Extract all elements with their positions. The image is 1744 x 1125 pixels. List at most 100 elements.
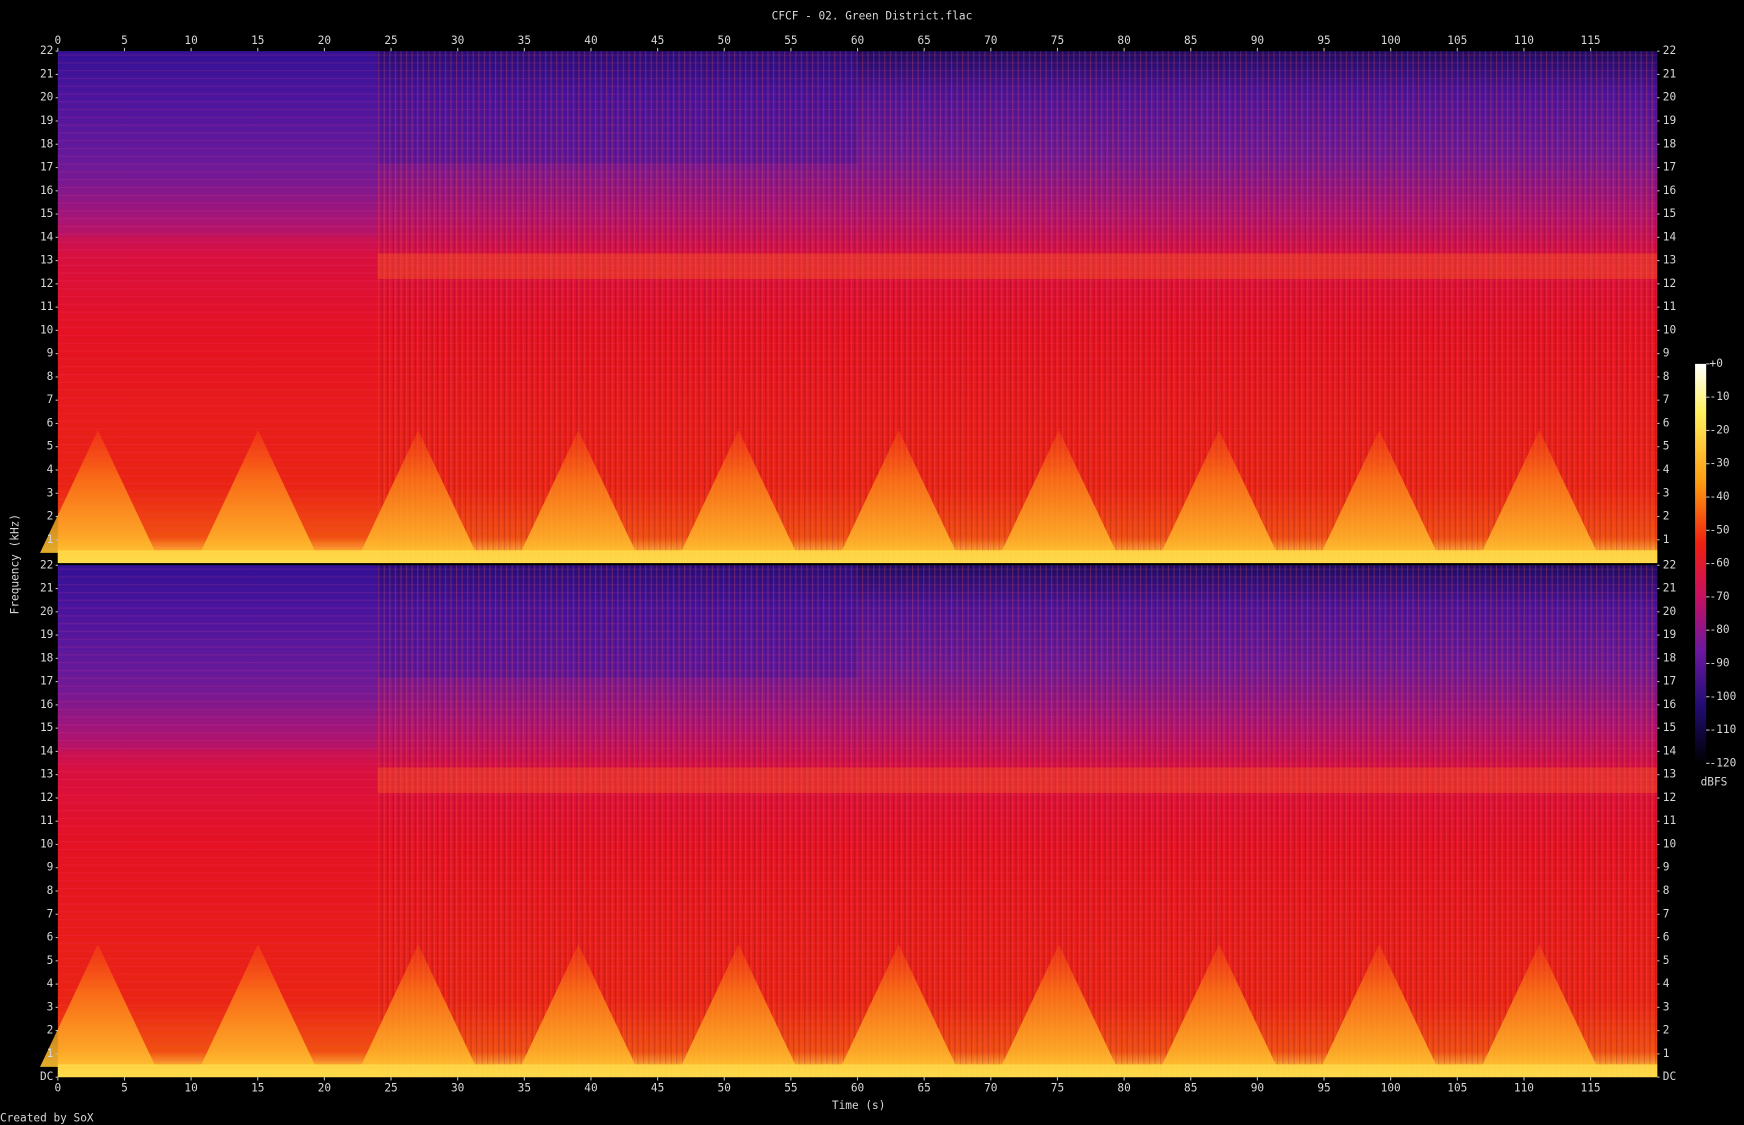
- y-tick-label: 2: [47, 510, 54, 523]
- x-tick-label: 10: [184, 1081, 197, 1094]
- x-tick-label: 0: [54, 34, 61, 47]
- spectrum-peak: [840, 944, 957, 1067]
- y-tick-label-right: 20: [1663, 605, 1676, 618]
- x-tick-label: 105: [1447, 1081, 1467, 1094]
- y-tick-label-right: 9: [1663, 861, 1670, 874]
- colorbar-label: dBFS: [1701, 775, 1728, 788]
- spectrum-band: [377, 767, 1658, 794]
- y-tick-label: 1: [47, 1047, 54, 1060]
- spectrum-low-band: [57, 550, 1658, 564]
- y-tick-label: 12: [40, 791, 53, 804]
- x-tick-label: 80: [1117, 34, 1130, 47]
- y-tick-label: 17: [40, 161, 53, 174]
- y-tick-label: 13: [40, 768, 53, 781]
- y-tick-label-right: 13: [1663, 768, 1676, 781]
- y-tick-label: 11: [40, 300, 53, 313]
- x-tick-label: 45: [651, 1081, 664, 1094]
- x-tick-label: 55: [784, 34, 797, 47]
- colorbar-tick-label: -120: [1710, 756, 1737, 769]
- spectrum-peak: [1321, 944, 1438, 1067]
- x-tick-label: 35: [518, 1081, 531, 1094]
- spectrum-peak: [1481, 944, 1598, 1067]
- y-tick-label: 4: [47, 463, 54, 476]
- y-tick-label-right: 2: [1663, 1024, 1670, 1037]
- x-tick-label: 5: [121, 34, 128, 47]
- y-tick-label-right: 8: [1663, 884, 1670, 897]
- spectrum-peak: [1321, 429, 1438, 553]
- x-tick-label: 50: [718, 34, 731, 47]
- y-tick-label: 15: [40, 721, 53, 734]
- colorbar-tick-label: +0: [1710, 357, 1723, 370]
- x-tick-label: 110: [1514, 1081, 1534, 1094]
- x-tick-label: 80: [1117, 1081, 1130, 1094]
- y-tick-label-right: DC: [1663, 1070, 1676, 1083]
- spectrum-peak: [1001, 429, 1117, 553]
- colorbar-tick-label: -90: [1710, 656, 1730, 669]
- y-tick-label-right: 12: [1663, 277, 1676, 290]
- spectrum-peak: [200, 944, 316, 1067]
- y-tick-label-right: 2: [1663, 510, 1670, 523]
- y-tick-label: 7: [47, 907, 54, 920]
- x-tick-label: 95: [1317, 1081, 1330, 1094]
- y-tick-label: 14: [40, 744, 54, 757]
- x-tick-label: 45: [651, 34, 664, 47]
- y-tick-label: 18: [40, 137, 53, 150]
- y-tick-label: 7: [47, 393, 54, 406]
- x-tick-label: 50: [718, 1081, 731, 1094]
- y-tick-label: 2: [47, 1024, 54, 1037]
- y-tick-label: 12: [40, 277, 53, 290]
- y-tick-label-right: 11: [1663, 814, 1676, 827]
- x-tick-label: 100: [1381, 34, 1401, 47]
- colorbar-tick-label: -40: [1710, 490, 1730, 503]
- y-tick-label-right: 20: [1663, 91, 1676, 104]
- y-tick-label: 5: [47, 440, 54, 453]
- y-tick-label-right: 17: [1663, 675, 1676, 688]
- x-tick-label: 70: [984, 34, 997, 47]
- spectrum-low-band: [57, 1064, 1658, 1078]
- spectrum-band: [377, 253, 1658, 279]
- x-tick-label: 25: [384, 1081, 397, 1094]
- y-tick-label: 19: [40, 628, 53, 641]
- y-tick-label: 16: [40, 184, 53, 197]
- y-tick-label: 3: [47, 1000, 54, 1013]
- x-tick-label: 0: [54, 1081, 61, 1094]
- y-tick-label-right: 22: [1663, 44, 1676, 57]
- spectrum-texture: [57, 51, 1658, 564]
- x-tick-label: 40: [584, 34, 597, 47]
- x-tick-label: 5: [121, 1081, 128, 1094]
- x-tick-label: 10: [184, 34, 197, 47]
- colorbar-tick-label: -110: [1710, 723, 1737, 736]
- x-tick-label: 15: [251, 1081, 264, 1094]
- y-tick-label: 22: [40, 558, 53, 571]
- spectrum-peak: [1481, 429, 1598, 553]
- x-tick-label: 90: [1251, 34, 1264, 47]
- y-tick-label-right: 19: [1663, 114, 1676, 127]
- spectrum-peak: [200, 429, 316, 553]
- x-tick-label: 75: [1051, 1081, 1064, 1094]
- y-tick-label: 20: [40, 605, 53, 618]
- y-tick-label-right: 4: [1663, 977, 1670, 990]
- x-tick-label: 65: [917, 34, 930, 47]
- x-tick-label: 85: [1184, 1081, 1197, 1094]
- y-tick-label-right: 10: [1663, 837, 1676, 850]
- y-tick-label-right: 18: [1663, 137, 1676, 150]
- colorbar-tick-label: -100: [1710, 690, 1737, 703]
- x-tick-label: 25: [384, 34, 397, 47]
- x-tick-label: 90: [1251, 1081, 1264, 1094]
- x-tick-label: 20: [318, 34, 331, 47]
- y-tick-label-right: 3: [1663, 1000, 1670, 1013]
- y-tick-label-right: 21: [1663, 67, 1676, 80]
- x-tick-label: 95: [1317, 34, 1330, 47]
- y-tick-label-right: 15: [1663, 721, 1676, 734]
- y-tick-label: 21: [40, 67, 53, 80]
- y-tick-label: 9: [47, 347, 54, 360]
- x-tick-label: 35: [518, 34, 531, 47]
- y-tick-label: 15: [40, 207, 53, 220]
- y-tick-label-right: 7: [1663, 907, 1670, 920]
- y-tick-label: 6: [47, 416, 54, 429]
- y-tick-label-right: 7: [1663, 393, 1670, 406]
- spectrum-peak: [360, 944, 477, 1067]
- y-tick-label: 22: [40, 44, 53, 57]
- y-tick-label-right: 5: [1663, 440, 1670, 453]
